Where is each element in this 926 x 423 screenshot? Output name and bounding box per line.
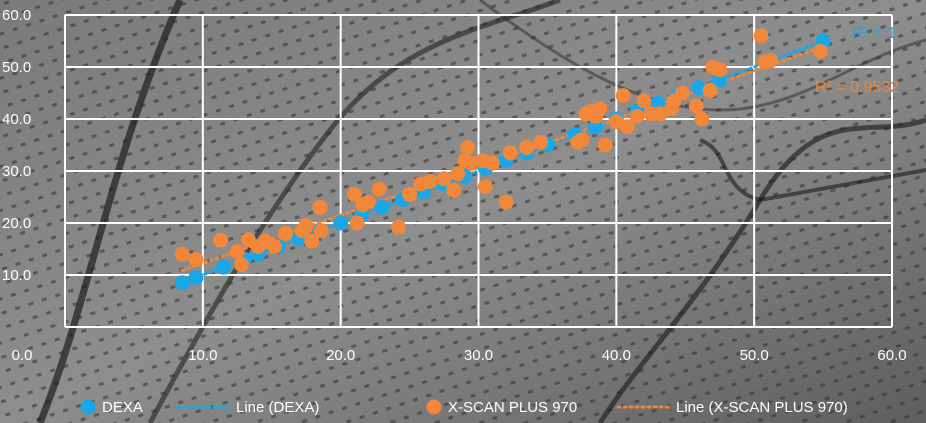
r2-label-xscan: R² = 0.9532 <box>815 79 899 96</box>
xscan-point <box>346 186 362 202</box>
xscan-point <box>812 43 828 59</box>
dexa-point <box>374 199 390 215</box>
y-tick-label: 40.0 <box>2 111 31 128</box>
dexa-point <box>188 270 204 286</box>
dexa-point <box>712 72 728 88</box>
xscan-point <box>313 223 329 239</box>
xscan-point <box>229 244 245 260</box>
xscan-point <box>278 225 294 241</box>
xscan-point <box>188 251 204 267</box>
xscan-point <box>312 199 328 215</box>
xscan-point <box>502 145 518 161</box>
xscan-point <box>402 186 418 202</box>
xscan-point <box>298 218 314 234</box>
xscan-point <box>498 194 514 210</box>
data-points <box>174 28 831 291</box>
xscan-point <box>304 233 320 249</box>
r2-label-dexa: R² = 1 <box>852 25 896 42</box>
x-tick-label: 10.0 <box>188 347 217 364</box>
xscan-point <box>674 85 690 101</box>
xscan-point <box>371 181 387 197</box>
legend-series-label: X-SCAN PLUS 970 <box>448 399 577 416</box>
xscan-point <box>484 155 500 171</box>
legend-marker <box>426 399 442 415</box>
xscan-point <box>267 238 283 254</box>
xscan-point <box>702 82 718 98</box>
legend-trendline-label: Line (DEXA) <box>236 399 319 416</box>
x-tick-label: 60.0 <box>877 347 906 364</box>
y-tick-label: 30.0 <box>2 163 31 180</box>
dexa-point <box>174 275 190 291</box>
xscan-point <box>688 98 704 114</box>
xscan-point <box>763 53 779 69</box>
xscan-point <box>629 108 645 124</box>
xscan-point <box>391 219 407 235</box>
xscan-point <box>533 134 549 150</box>
xscan-point <box>174 246 190 262</box>
x-tick-label: 20.0 <box>326 347 355 364</box>
y-tick-label: 60.0 <box>2 7 31 24</box>
xscan-point <box>592 101 608 117</box>
x-tick-label: 40.0 <box>602 347 631 364</box>
x-tick-label: 50.0 <box>740 347 769 364</box>
y-tick-label: 50.0 <box>2 59 31 76</box>
xscan-point <box>450 166 466 182</box>
xscan-point <box>753 28 769 44</box>
xscan-point <box>477 179 493 195</box>
dexa-point <box>216 259 232 275</box>
chart-legend: DEXA Line (DEXA) X-SCAN PLUS 970 Line (X-SC… <box>80 399 848 416</box>
dexa-point <box>333 215 349 231</box>
y-tick-label: 10.0 <box>2 267 31 284</box>
x-tick-label: 30.0 <box>464 347 493 364</box>
xscan-point <box>597 137 613 153</box>
xscan-point <box>519 140 535 156</box>
r2-labels: R² = 1 R² = 0.9532 <box>815 25 899 96</box>
x-tick-label: 0.0 <box>12 347 33 364</box>
dexa-point <box>588 119 604 135</box>
xscan-point <box>712 62 728 78</box>
xscan-point <box>615 88 631 104</box>
axis-tick-labels: 0.0 10.0 20.0 30.0 40.0 50.0 60.0 10.0 20.0 30.0 4… <box>2 7 907 364</box>
legend-marker <box>80 399 96 415</box>
xscan-point <box>436 171 452 187</box>
xscan-point <box>694 111 710 127</box>
xscan-point <box>213 232 229 248</box>
xscan-point <box>446 182 462 198</box>
legend-trendline-label: Line (X-SCAN PLUS 970) <box>676 399 848 416</box>
xscan-point <box>233 257 249 273</box>
xscan-point <box>360 194 376 210</box>
xscan-point <box>574 132 590 148</box>
xscan-point <box>459 140 475 156</box>
chart-grid <box>64 14 893 328</box>
xscan-point <box>636 93 652 109</box>
xscan-point <box>422 173 438 189</box>
xscan-point <box>619 119 635 135</box>
y-tick-label: 20.0 <box>2 215 31 232</box>
legend-series-label: DEXA <box>102 399 143 416</box>
xscan-point <box>349 215 365 231</box>
